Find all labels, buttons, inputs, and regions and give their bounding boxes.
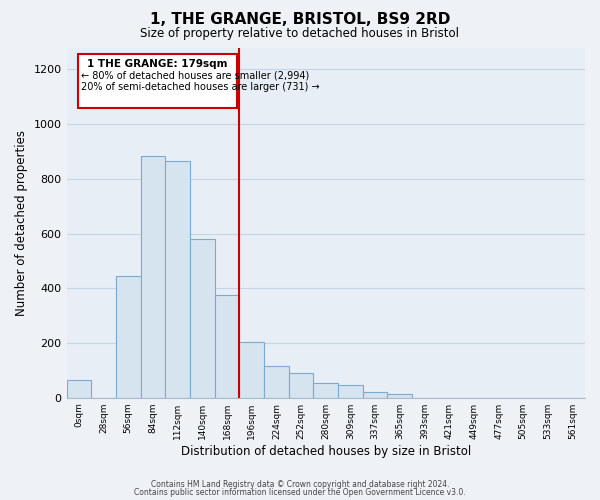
Text: ← 80% of detached houses are smaller (2,994): ← 80% of detached houses are smaller (2,… (82, 71, 310, 81)
Text: 20% of semi-detached houses are larger (731) →: 20% of semi-detached houses are larger (… (82, 82, 320, 92)
Bar (363, 392, 388, 398)
Bar (67, 380, 91, 398)
X-axis label: Distribution of detached houses by size in Bristol: Distribution of detached houses by size … (181, 444, 471, 458)
Bar (264, 366, 289, 398)
Text: 1 THE GRANGE: 179sqm: 1 THE GRANGE: 179sqm (87, 60, 228, 70)
Bar (289, 373, 313, 398)
Bar (239, 342, 264, 398)
Bar (140, 156, 165, 398)
Text: 1, THE GRANGE, BRISTOL, BS9 2RD: 1, THE GRANGE, BRISTOL, BS9 2RD (150, 12, 450, 28)
Bar (388, 394, 412, 398)
Text: Contains public sector information licensed under the Open Government Licence v3: Contains public sector information licen… (134, 488, 466, 497)
Bar (338, 386, 363, 398)
Bar (116, 276, 140, 398)
Bar (165, 161, 190, 398)
Bar (190, 239, 215, 398)
Bar (215, 295, 239, 398)
Text: Size of property relative to detached houses in Bristol: Size of property relative to detached ho… (140, 28, 460, 40)
Text: Contains HM Land Registry data © Crown copyright and database right 2024.: Contains HM Land Registry data © Crown c… (151, 480, 449, 489)
FancyBboxPatch shape (77, 54, 238, 108)
Bar (313, 382, 338, 398)
Y-axis label: Number of detached properties: Number of detached properties (15, 130, 28, 316)
